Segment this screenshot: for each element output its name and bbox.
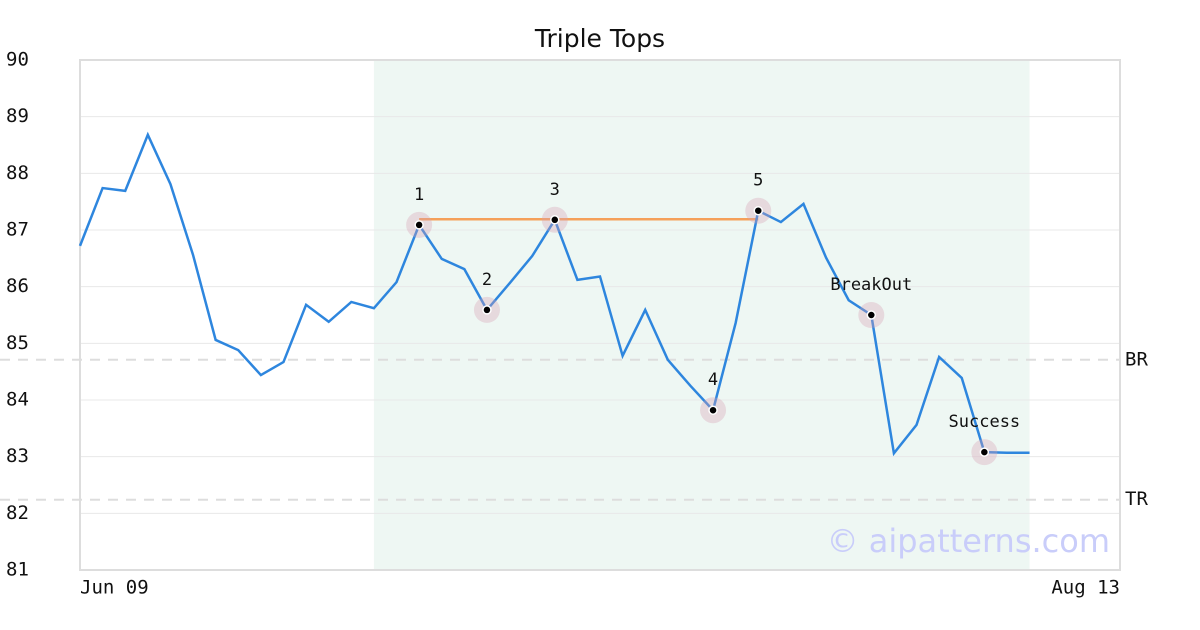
y-tick-label: 86	[6, 275, 29, 297]
annotation-dot	[708, 405, 718, 415]
plot-frame	[79, 59, 1121, 571]
annotation-dot	[866, 310, 877, 320]
annotation-label: 3	[550, 180, 560, 200]
annotation-dot	[979, 447, 990, 457]
y-tick-label: 84	[6, 389, 29, 411]
y-tick-label: 90	[6, 49, 29, 71]
y-tick-label: 85	[6, 332, 29, 354]
level-label: TR	[1125, 488, 1148, 510]
y-tick-label: 89	[6, 105, 29, 127]
annotation-dot	[753, 205, 764, 216]
y-tick-label: 82	[6, 502, 29, 524]
annotation-label: 4	[708, 370, 718, 390]
annotation-label: BreakOut	[830, 275, 912, 295]
pattern-zone	[373, 60, 1030, 570]
x-tick-label: Jun 09	[80, 577, 149, 599]
annotation-dot	[414, 220, 424, 230]
y-tick-label: 81	[6, 559, 29, 581]
annotation-label: Success	[949, 412, 1021, 432]
watermark: © aipatterns.com	[827, 522, 1110, 560]
annotation-label: 5	[753, 171, 763, 191]
annotation-label: 2	[482, 270, 492, 290]
x-tick-label: Aug 13	[1051, 577, 1120, 599]
y-tick-label: 87	[6, 219, 29, 241]
annotation-dot	[482, 305, 492, 315]
level-label: BR	[1125, 348, 1148, 370]
y-tick-label: 83	[6, 445, 29, 467]
y-tick-label: 88	[6, 162, 29, 184]
chart-title: Triple Tops	[534, 24, 665, 53]
annotation-label: 1	[414, 185, 424, 205]
annotation-dot	[550, 215, 560, 225]
